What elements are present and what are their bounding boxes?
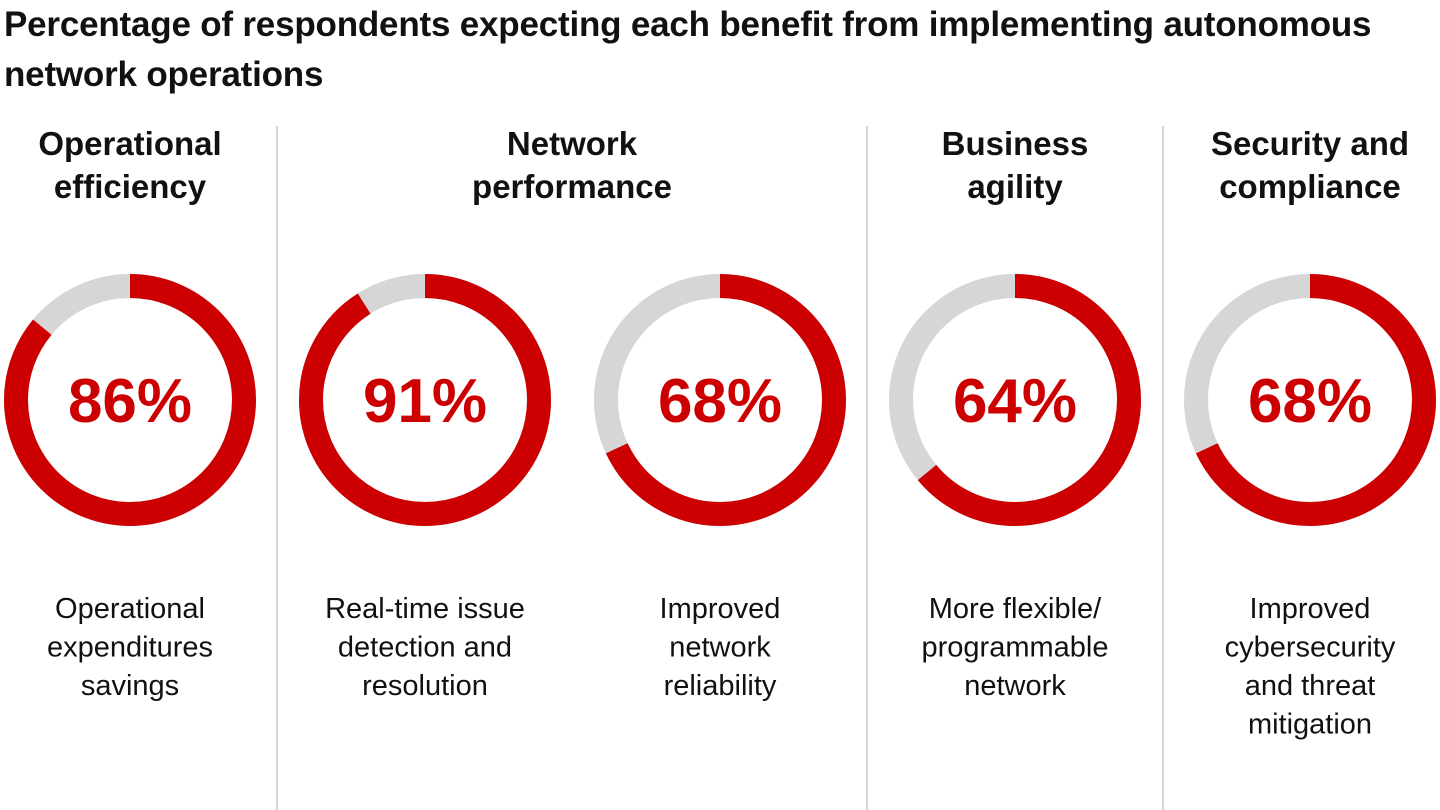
donut-value-arc	[299, 274, 551, 526]
category-label: Business agility	[942, 125, 1089, 205]
benefit-description: Improved cybersecurity and threat mitigatio…	[1225, 593, 1396, 741]
donut-value-arc	[1184, 274, 1436, 526]
category-label: Operational efficiency	[38, 125, 221, 205]
percentage-label: 91%	[363, 367, 487, 436]
donut-value-arc	[4, 274, 256, 526]
donut-value-arc	[889, 274, 1141, 526]
percentage-label: 86%	[68, 367, 192, 436]
percentage-label: 68%	[658, 367, 782, 436]
category-label: Security and compliance	[1211, 125, 1409, 205]
donut-value-arc	[594, 274, 846, 526]
benefit-description: Improved network reliability	[660, 593, 781, 702]
category-label: Network performance	[472, 125, 672, 205]
chart-title: Percentage of respondents expecting each…	[4, 5, 1372, 94]
benefit-description: More flexible/programmable network	[922, 593, 1109, 702]
benefit-description: Real-time issue detection and resolution	[325, 593, 525, 702]
percentage-label: 64%	[953, 367, 1077, 436]
benefit-description: Operational expenditures savings	[47, 593, 213, 702]
percentage-label: 68%	[1248, 367, 1372, 436]
